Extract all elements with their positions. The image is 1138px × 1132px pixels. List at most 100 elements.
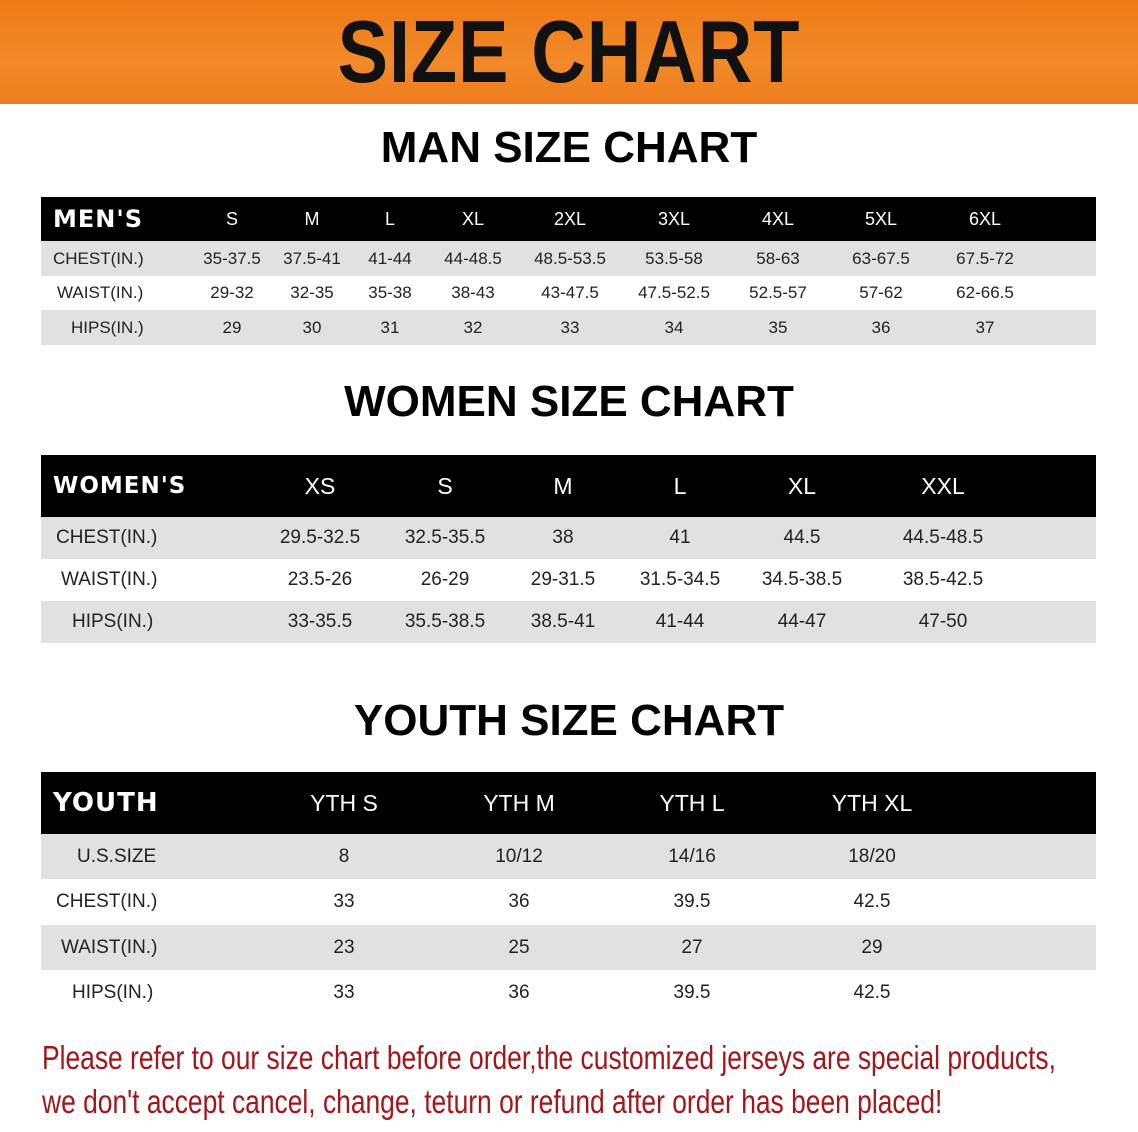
table-row: CHEST(IN.) 29.5-32.5 32.5-35.5 38 41 44.5 44.5…: [41, 517, 1096, 559]
table-cell: 48.5-53.5: [534, 248, 606, 268]
youth-size-table: YOUTH YTH S YTH M YTH L YTH XL U.S.SIZE 8 10/12…: [41, 772, 1096, 1015]
table-cell: 43-47.5: [541, 283, 599, 302]
size-header: 6XL: [968, 208, 1002, 229]
table-cell: 41: [669, 527, 691, 548]
table-row: CHEST(IN.) 33 36 39.5 42.5: [41, 879, 1096, 925]
table-cell: 37.5-41: [283, 248, 341, 268]
table-cell: 14/16: [668, 845, 716, 867]
size-header: XXL: [921, 472, 965, 499]
table-cell: 18/20: [848, 845, 896, 867]
size-header: 5XL: [864, 208, 898, 229]
size-header: YTH M: [483, 789, 555, 816]
banner-title: SIZE CHART: [337, 2, 801, 101]
table-cell: 36: [508, 891, 530, 912]
table-cell: 31.5-34.5: [639, 569, 721, 590]
table-cell: 10/12: [495, 845, 543, 867]
table-header-row: YOUTH YTH S YTH M YTH L YTH XL: [41, 772, 1096, 834]
table-cell: 39.5: [673, 891, 711, 912]
table-cell: 36: [871, 317, 891, 337]
row-label: HIPS(IN.): [71, 317, 144, 337]
women-size-table: WOMEN'S XS S M L XL XXL CHEST(IN.) 29.5-32.5 32.5…: [41, 455, 1096, 643]
size-header: YTH S: [310, 789, 378, 816]
table-cell: 47-50: [918, 611, 968, 632]
policy-note-line-1: Please refer to our size chart before or…: [42, 1039, 1056, 1076]
table-cell: 38-43: [451, 283, 495, 302]
size-header: 3XL: [657, 208, 691, 229]
table-cell: 29: [222, 317, 242, 337]
table-cell: 39.5: [673, 981, 711, 1003]
table-row: HIPS(IN.) 33 36 39.5 42.5: [41, 970, 1096, 1015]
table-cell: 34: [664, 317, 684, 337]
table-cell: 33: [560, 317, 580, 337]
table-cell: 37: [975, 317, 995, 337]
table-cell: 63-67.5: [852, 248, 910, 268]
row-label: WAIST(IN.): [61, 569, 158, 590]
table-cell: 29.5-32.5: [279, 527, 361, 548]
table-cell: 33: [333, 891, 355, 912]
table-cell: 62-66.5: [956, 283, 1014, 302]
size-header: YTH XL: [831, 789, 913, 816]
table-cell: 38.5-42.5: [902, 569, 984, 590]
table-cell: 42.5: [853, 981, 891, 1003]
table-cell: 32.5-35.5: [404, 527, 486, 548]
table-cell: 23: [333, 936, 355, 958]
table-cell: 58-63: [756, 248, 800, 268]
table-cell: 53.5-58: [645, 248, 703, 268]
table-cell: 29-32: [210, 283, 254, 302]
table-cell: 52.5-57: [749, 283, 807, 302]
table-cell: 32: [463, 317, 483, 337]
table-cell: 67.5-72: [956, 248, 1014, 268]
table-cell: 31: [380, 317, 400, 337]
table-cell: 33: [333, 981, 355, 1003]
size-header: 4XL: [761, 208, 795, 229]
table-header-row: WOMEN'S XS S M L XL XXL: [41, 455, 1096, 517]
row-label: U.S.SIZE: [77, 845, 157, 867]
table-cell: 44.5-48.5: [902, 527, 984, 548]
table-cell: 35-37.5: [203, 248, 261, 268]
table-cell: 35.5-38.5: [404, 611, 486, 632]
size-header: L: [673, 472, 687, 499]
row-label: HIPS(IN.): [72, 981, 154, 1003]
table-row: WAIST(IN.) 29-32 32-35 35-38 38-43 43-47.5 47.…: [41, 276, 1096, 310]
row-label: CHEST(IN.): [56, 527, 158, 548]
table-cell: 8: [338, 845, 350, 867]
row-label: CHEST(IN.): [56, 891, 158, 912]
table-header-row: MEN'S S M L XL 2XL 3XL 4XL 5XL 6XL: [41, 197, 1096, 241]
size-header: YTH L: [659, 789, 725, 816]
size-header: S: [225, 208, 239, 229]
table-cell: 35-38: [368, 283, 412, 302]
men-section-title: MAN SIZE CHART: [380, 123, 758, 172]
table-cell: 33-35.5: [287, 611, 353, 632]
header-label: WOMEN'S: [53, 473, 187, 499]
size-header: S: [437, 472, 453, 499]
size-header: M: [553, 472, 573, 499]
row-label: WAIST(IN.): [57, 283, 144, 302]
size-header: 2XL: [553, 208, 587, 229]
table-cell: 23.5-26: [287, 569, 353, 590]
table-cell: 29-31.5: [530, 569, 596, 590]
table-cell: 27: [681, 936, 703, 958]
table-cell: 26-29: [420, 569, 470, 590]
table-row: HIPS(IN.) 33-35.5 35.5-38.5 38.5-41 41-44 44-…: [41, 601, 1096, 643]
table-cell: 38.5-41: [530, 611, 596, 632]
row-label: CHEST(IN.): [53, 248, 144, 268]
table-cell: 47.5-52.5: [638, 283, 710, 302]
table-cell: 30: [302, 317, 322, 337]
table-cell: 41-44: [655, 611, 705, 632]
table-row: WAIST(IN.) 23.5-26 26-29 29-31.5 31.5-34.5 34…: [41, 559, 1096, 601]
table-cell: 34.5-38.5: [761, 569, 843, 590]
row-label: WAIST(IN.): [61, 936, 158, 958]
table-cell: 44-48.5: [444, 248, 502, 268]
header-label: YOUTH: [53, 788, 159, 818]
table-cell: 44-47: [777, 611, 827, 632]
table-cell: 38: [552, 527, 574, 548]
table-cell: 41-44: [368, 248, 412, 268]
youth-section-title: YOUTH SIZE CHART: [353, 696, 785, 745]
size-header: L: [384, 208, 396, 229]
table-row: HIPS(IN.) 29 30 31 32 33 34 35 36 37: [41, 310, 1096, 345]
policy-note-line-2: we don't accept cancel, change, teturn o…: [42, 1083, 943, 1120]
header-label: MEN'S: [53, 205, 143, 233]
table-cell: 29: [861, 936, 883, 958]
table-cell: 32-35: [290, 283, 334, 302]
size-header: XL: [461, 208, 485, 229]
